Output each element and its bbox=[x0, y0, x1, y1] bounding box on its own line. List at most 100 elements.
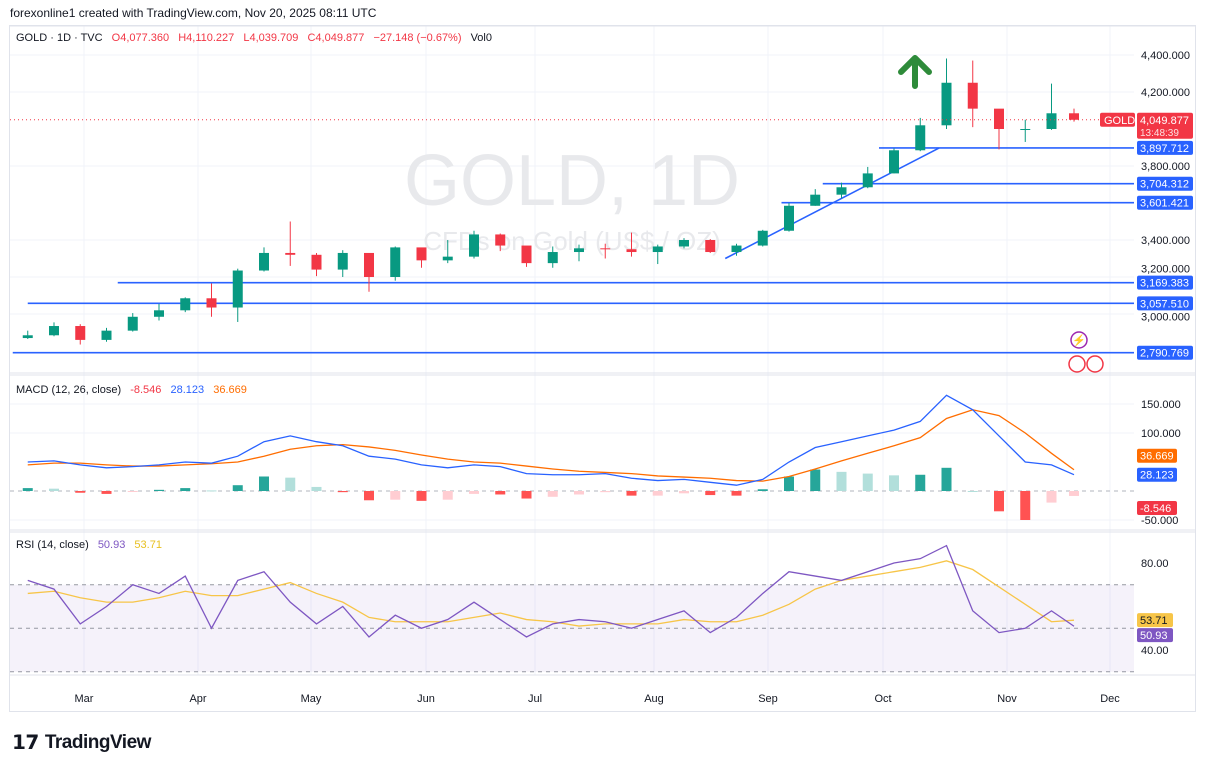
candle-body bbox=[862, 173, 873, 188]
countdown-label: 13:48:39 bbox=[1140, 128, 1179, 139]
tradingview-logo-text: TradingView bbox=[44, 731, 152, 753]
price-tick-label: 3,800.000 bbox=[1141, 161, 1190, 173]
watermark-title: GOLD, 1D bbox=[404, 141, 740, 221]
macd-histogram-bar bbox=[731, 491, 742, 496]
x-tick-label: Jul bbox=[528, 693, 542, 705]
macd-histogram-bar bbox=[206, 490, 217, 492]
candle-body bbox=[442, 256, 453, 261]
candle-body bbox=[574, 248, 584, 253]
rsi-ma-line bbox=[27, 560, 1075, 627]
rsi-tick-label: 80.00 bbox=[1141, 558, 1169, 570]
level-price-label: 2,790.769 bbox=[1140, 348, 1189, 360]
candle-body bbox=[469, 234, 479, 257]
candle-body bbox=[547, 252, 558, 264]
macd-signal-value: 36.669 bbox=[213, 384, 247, 396]
candle-body bbox=[390, 247, 401, 277]
candle-body bbox=[101, 330, 112, 340]
macd-value-tag-label: 36.669 bbox=[1140, 451, 1174, 463]
candle-body bbox=[127, 316, 138, 331]
level-price-label: 3,897.712 bbox=[1140, 143, 1189, 155]
macd-histogram-bar bbox=[22, 488, 33, 491]
candle-body bbox=[49, 326, 59, 336]
macd-line bbox=[27, 394, 1075, 486]
candle-body bbox=[967, 82, 978, 109]
candle-body bbox=[364, 252, 374, 277]
low-value: L4,039.709 bbox=[243, 32, 299, 44]
price-tick-label: 3,200.000 bbox=[1141, 264, 1190, 276]
candle-body bbox=[259, 252, 269, 271]
level-price-tag bbox=[1137, 176, 1193, 191]
macd-histogram-bar bbox=[232, 485, 243, 491]
price-tick-label: 3,400.000 bbox=[1141, 235, 1190, 247]
candle-body bbox=[206, 298, 217, 308]
candle-body bbox=[75, 326, 86, 340]
tradingview-logo[interactable]: 𝟭𝟳 TradingView bbox=[12, 730, 151, 755]
candle-body bbox=[1069, 113, 1079, 120]
credit-line: forexonline1 created with TradingView.co… bbox=[10, 6, 377, 20]
macd-histogram-bar bbox=[495, 491, 506, 495]
rsi-value-tag-label: 50.93 bbox=[1140, 630, 1168, 642]
x-tick-label: Aug bbox=[644, 693, 664, 705]
macd-histogram-bar bbox=[75, 491, 86, 493]
macd-legend: MACD (12, 26, close) -8.546 28.123 36.66… bbox=[16, 384, 253, 396]
rsi-value-tag bbox=[1137, 628, 1173, 643]
macd-histogram-bar bbox=[521, 491, 532, 499]
macd-histogram-bar bbox=[337, 491, 348, 493]
macd-histogram-bar bbox=[889, 475, 899, 491]
macd-histogram-bar bbox=[1046, 491, 1057, 503]
rsi-value-tag bbox=[1137, 613, 1173, 628]
rsi-label[interactable]: RSI (14, close) bbox=[16, 539, 89, 551]
macd-signal-line bbox=[27, 409, 1075, 482]
macd-histogram-bar bbox=[127, 491, 138, 492]
macd-histogram-bar bbox=[600, 491, 611, 493]
candle-body bbox=[495, 234, 506, 246]
level-price-tag bbox=[1137, 345, 1193, 360]
macd-histogram-bar bbox=[390, 491, 401, 500]
volume-value: Vol0 bbox=[470, 32, 492, 44]
x-tick-label: Mar bbox=[75, 693, 94, 705]
candle-body bbox=[180, 298, 191, 311]
candle-body bbox=[810, 194, 821, 206]
macd-histogram-bar bbox=[626, 491, 637, 496]
candle-body bbox=[22, 335, 33, 339]
macd-histogram-bar bbox=[154, 489, 164, 491]
macd-histogram-bar bbox=[915, 474, 926, 491]
level-price-tag bbox=[1137, 296, 1193, 311]
symbol-info[interactable]: GOLD · 1D · TVC bbox=[16, 32, 103, 44]
candle-body bbox=[679, 240, 689, 247]
macd-histogram-bar bbox=[180, 488, 191, 491]
candle-body bbox=[652, 246, 663, 253]
price-tick-label: 4,200.000 bbox=[1141, 87, 1190, 99]
candle-body bbox=[1020, 129, 1031, 130]
high-value: H4,110.227 bbox=[178, 32, 235, 44]
macd-histogram-bar bbox=[285, 477, 296, 491]
rsi-legend: RSI (14, close) 50.93 53.71 bbox=[16, 539, 168, 551]
x-tick-label: Nov bbox=[997, 693, 1017, 705]
x-tick-label: Jun bbox=[417, 693, 435, 705]
level-price-label: 3,169.383 bbox=[1140, 278, 1189, 290]
candle-body bbox=[705, 240, 716, 253]
macd-value-tag bbox=[1137, 467, 1177, 482]
macd-value-tag-label: -8.546 bbox=[1140, 503, 1171, 515]
candle-body bbox=[285, 252, 296, 255]
symbol-legend: GOLD · 1D · TVC O4,077.360 H4,110.227 L4… bbox=[16, 32, 498, 44]
macd-histogram-bar bbox=[101, 491, 112, 494]
level-price-label: 3,704.312 bbox=[1140, 179, 1189, 191]
rsi-line bbox=[27, 544, 1075, 638]
macd-label[interactable]: MACD (12, 26, close) bbox=[16, 384, 122, 396]
macd-histogram-bar bbox=[574, 491, 584, 495]
rsi-tick-label: 40.00 bbox=[1141, 645, 1169, 657]
x-tick-label: May bbox=[301, 693, 322, 705]
price-tick-label: 4,400.000 bbox=[1141, 50, 1190, 62]
candle-body bbox=[757, 230, 768, 246]
macd-tick-label: -50.000 bbox=[1141, 515, 1178, 527]
macd-value-tag-label: 28.123 bbox=[1140, 470, 1174, 482]
last-price-label: 4,049.877 bbox=[1140, 115, 1189, 127]
x-tick-label: Apr bbox=[189, 693, 206, 705]
macd-histogram-bar bbox=[994, 491, 1004, 512]
macd-histogram-bar bbox=[1020, 491, 1031, 520]
macd-histogram-bar bbox=[364, 491, 374, 501]
macd-histogram-bar bbox=[652, 491, 663, 496]
level-price-tag bbox=[1137, 275, 1193, 290]
